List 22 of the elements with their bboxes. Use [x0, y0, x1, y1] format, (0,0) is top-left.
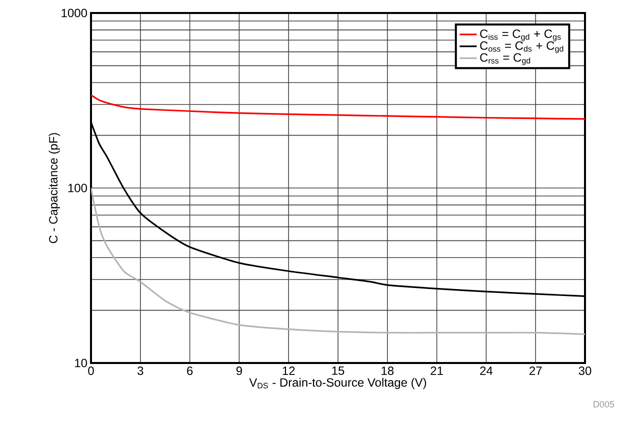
- x-tick-label: 12: [282, 366, 295, 375]
- x-tick-label: 21: [430, 366, 443, 375]
- x-tick-label: 0: [88, 366, 94, 376]
- x-tick-label: 24: [480, 366, 493, 375]
- line-series: [91, 187, 585, 336]
- legend-label: C$_{iss}$ = C$_{gd}$ + C$_{gs}$: [480, 30, 561, 42]
- x-axis-title: V$_{DS}$ - Drain-to-Source Voltage (V): [249, 378, 426, 390]
- y-tick-label: 1000: [62, 8, 87, 18]
- legend-label: C$_{rss}$ = C$_{gd}$: [480, 53, 530, 66]
- line-series: [91, 94, 585, 120]
- legend-label: C$_{oss}$ = C$_{ds}$ + C$_{gd}$: [480, 41, 564, 54]
- x-tick-label: 3: [138, 366, 144, 376]
- x-tick-label: 6: [187, 366, 193, 376]
- text: D005: [594, 401, 614, 408]
- y-tick-label: 10: [75, 358, 87, 368]
- x-tick-label: 18: [382, 366, 394, 376]
- x-tick-label: 15: [332, 366, 344, 375]
- y-axis-title: C - Capacitance (pF): [48, 133, 60, 244]
- y-tick-label: 100: [68, 184, 87, 192]
- x-tick-label: 27: [530, 366, 542, 375]
- x-tick-label: 30: [578, 366, 592, 376]
- x-tick-label: 9: [236, 366, 242, 376]
